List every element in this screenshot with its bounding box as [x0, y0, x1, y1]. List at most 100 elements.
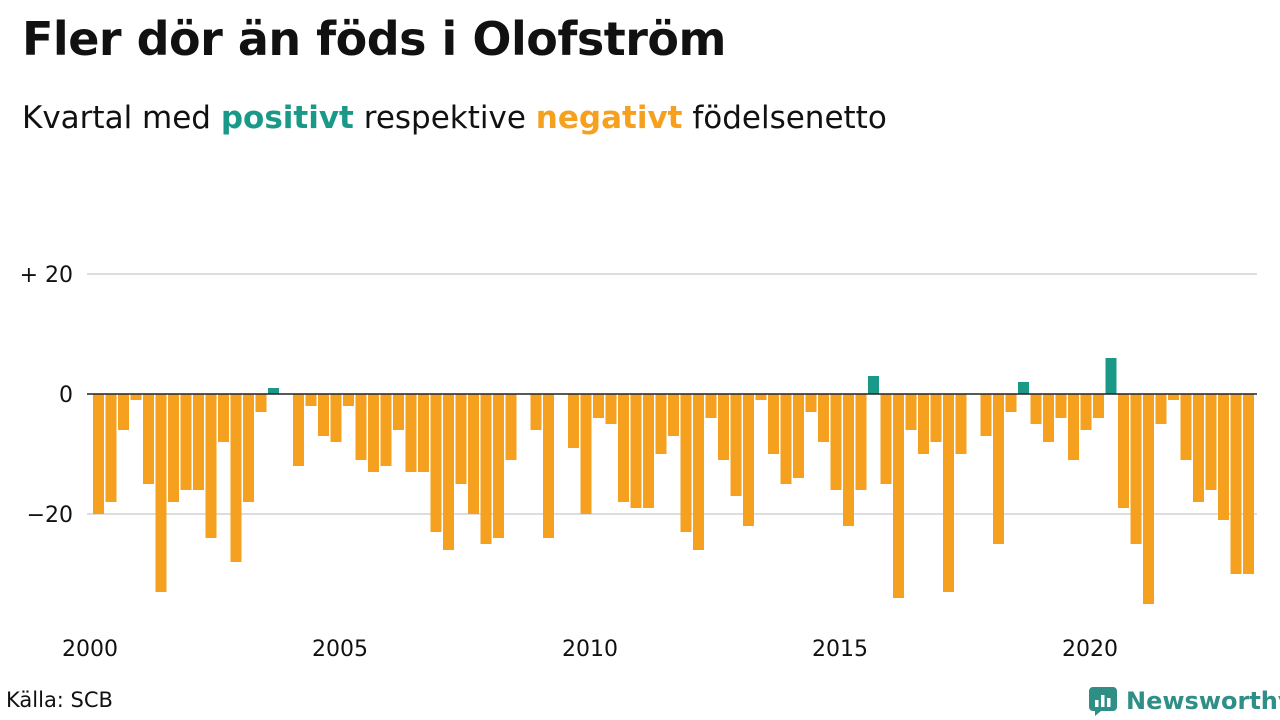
bar-positive [1105, 358, 1117, 394]
bar-negative [1180, 394, 1192, 460]
bar-negative [343, 394, 354, 406]
bar-negative [618, 394, 629, 502]
bar-negative [1043, 394, 1054, 442]
bar-negative [993, 394, 1004, 544]
bar-negative [1230, 394, 1242, 574]
bar-negative [1193, 394, 1204, 502]
x-tick-label: 2020 [1062, 637, 1118, 662]
bar-negative [530, 394, 542, 430]
chart-subtitle: Kvartal med positivt respektive negativt… [22, 100, 887, 136]
bar-negative [480, 394, 492, 544]
bar-negative [243, 394, 254, 502]
bar-negative [980, 394, 992, 436]
bar-negative [418, 394, 429, 472]
bar-negative [293, 394, 304, 466]
bar-negative [1130, 394, 1142, 544]
bar-negative [718, 394, 729, 460]
bar-negative [1080, 394, 1092, 430]
bar-negative [143, 394, 154, 484]
bar-negative [493, 394, 504, 538]
subtitle-text-middle: respektive [363, 100, 526, 136]
bar-negative [605, 394, 617, 424]
bar-negative [230, 394, 242, 562]
bar-negative [1243, 394, 1254, 574]
bar-negative [255, 394, 267, 412]
x-tick-label: 2010 [562, 637, 618, 662]
bar-negative [180, 394, 192, 490]
y-tick-label: + 20 [20, 263, 73, 288]
bar-negative [755, 394, 767, 400]
bar-negative [205, 394, 217, 538]
bar-negative [105, 394, 117, 502]
bar-negative [805, 394, 817, 412]
bar-negative [593, 394, 604, 418]
bar-negative [905, 394, 917, 430]
y-tick-label: −20 [27, 503, 73, 528]
bar-negative [955, 394, 967, 454]
bar-negative [1218, 394, 1229, 520]
x-tick-label: 2005 [312, 637, 368, 662]
bar-negative [568, 394, 579, 448]
bar-negative [330, 394, 342, 442]
bar-negative [930, 394, 942, 442]
bar-negative [1030, 394, 1042, 424]
bar-negative [455, 394, 467, 484]
bar-negative [1168, 394, 1179, 400]
bar-negative [730, 394, 742, 496]
bar-negative [580, 394, 592, 514]
subtitle-negative-label: negativt [535, 100, 683, 136]
source-note: Källa: SCB [6, 688, 113, 712]
bar-negative [793, 394, 804, 478]
bar-negative [368, 394, 379, 472]
y-tick-label: 0 [59, 383, 73, 408]
bar-negative [943, 394, 954, 592]
bar-negative [668, 394, 679, 436]
chart-bubble-icon [1089, 687, 1117, 716]
newsworthy-logo: Newsworthy [1088, 684, 1280, 718]
bar-negative [1155, 394, 1167, 424]
bar-negative [705, 394, 717, 418]
bar-negative [743, 394, 754, 526]
bar-negative [305, 394, 317, 406]
bar-negative [630, 394, 642, 508]
bar-negative [855, 394, 867, 490]
bar-negative [168, 394, 179, 502]
bar-negative [643, 394, 654, 508]
bar-negative [1005, 394, 1017, 412]
bar-negative [130, 394, 142, 400]
bar-negative [880, 394, 892, 484]
bar-positive [868, 376, 879, 394]
bar-negative [818, 394, 829, 442]
subtitle-text-end: födelsenetto [692, 100, 887, 136]
bar-negative [1143, 394, 1154, 604]
bar-negative [1205, 394, 1217, 490]
bar-negative [393, 394, 404, 430]
subtitle-positive-label: positivt [220, 100, 354, 136]
bar-negative [218, 394, 229, 442]
bar-negative [380, 394, 392, 466]
chart-title: Fler dör än föds i Olofström [22, 12, 726, 66]
bar-negative [443, 394, 454, 550]
bar-negative [780, 394, 792, 484]
bar-negative [468, 394, 479, 514]
brand-name: Newsworthy [1126, 687, 1280, 715]
bar-negative [655, 394, 667, 454]
bar-negative [193, 394, 204, 490]
bar-negative [1118, 394, 1129, 508]
bar-negative [680, 394, 692, 532]
subtitle-text-start: Kvartal med [22, 100, 211, 136]
x-tick-label: 2000 [62, 637, 118, 662]
bar-negative [893, 394, 904, 598]
bar-negative [405, 394, 417, 472]
x-tick-label: 2015 [812, 637, 868, 662]
bar-negative [155, 394, 167, 592]
bar-negative [918, 394, 929, 454]
bar-negative [1068, 394, 1079, 460]
bar-positive [1018, 382, 1029, 394]
bar-negative [768, 394, 779, 454]
bar-positive [268, 388, 279, 394]
bar-negative [118, 394, 129, 430]
bar-negative [1093, 394, 1104, 418]
bar-negative [1055, 394, 1067, 418]
bar-negative [505, 394, 517, 460]
